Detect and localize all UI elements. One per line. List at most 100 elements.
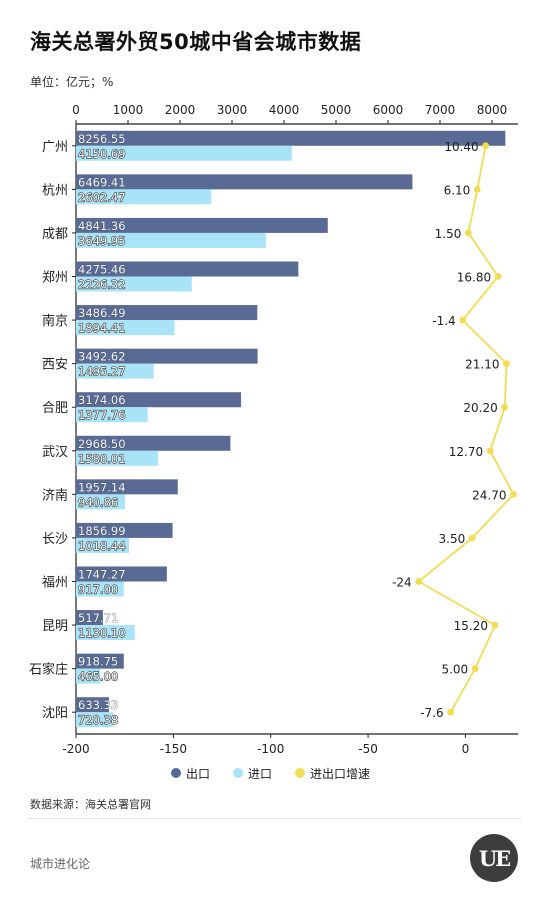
export-bar: [76, 566, 167, 582]
growth-point: [510, 490, 517, 498]
growth-point: [464, 229, 472, 237]
chart-title: 海关总署外贸50城中省会城市数据: [30, 30, 362, 54]
top-axis-tick-label: 6000: [373, 103, 404, 117]
export-value-label: 6469.41: [78, 175, 126, 189]
export-bar: [76, 217, 328, 233]
import-bar: [76, 581, 124, 597]
import-bar: [76, 407, 148, 423]
legend-marker: [295, 768, 305, 778]
growth-value-label: 16.80: [457, 271, 491, 285]
import-value-label: 3649.95: [78, 234, 126, 248]
export-bar: [76, 479, 178, 495]
bottom-axis-tick-label: -150: [160, 742, 187, 756]
top-axis-tick-label: 2000: [165, 103, 196, 117]
export-value-label: 2968.50: [78, 437, 126, 451]
export-bar: [76, 130, 506, 146]
import-value-label: 1018.44: [78, 539, 126, 553]
growth-point: [491, 621, 499, 629]
export-bar: [76, 522, 173, 538]
export-value-label: 517.71: [78, 611, 118, 625]
import-value-label: 4150.69: [78, 147, 126, 161]
import-bar: [76, 189, 212, 205]
import-value-label: 1130.10: [78, 626, 126, 640]
trade-chart: 0 1000 2000 3000 4000 5000 6000 7000 8000 -200 -15…: [29, 103, 518, 781]
export-bar: [76, 610, 103, 626]
export-bar: [76, 261, 299, 277]
category-label: 南京: [42, 313, 68, 329]
bottom-axis-tick-label: -100: [257, 742, 284, 756]
growth-point: [486, 447, 494, 455]
import-bar: [76, 625, 135, 641]
unit-label: 单位：亿元；%: [30, 75, 114, 89]
export-bar: [76, 305, 258, 321]
growth-value-label: 10.40: [444, 140, 478, 154]
top-axis-tick-label: 8000: [477, 103, 508, 117]
data-source: 数据来源：海关总署官网: [30, 798, 151, 811]
import-value-label: 940.86: [78, 495, 118, 509]
export-value-label: 3486.49: [78, 306, 126, 320]
export-bar: [76, 435, 231, 451]
growth-line: [417, 145, 515, 713]
brand-logo: UE: [470, 834, 518, 882]
import-value-label: 917.00: [78, 583, 118, 597]
category-label: 郑州: [42, 271, 68, 286]
growth-value-label: 1.50: [435, 227, 462, 241]
export-value-label: 1747.27: [78, 568, 126, 582]
category-label: 济南: [42, 487, 68, 503]
category-label: 石家庄: [29, 662, 68, 678]
export-bar: [76, 348, 258, 364]
top-axis-tick-label: 1000: [113, 103, 144, 117]
export-value-label: 4841.36: [78, 219, 126, 233]
growth-point: [447, 708, 455, 716]
import-bar: [76, 450, 159, 466]
export-value-label: 633.33: [78, 698, 118, 712]
growth-point: [415, 578, 423, 585]
legend-label: 出口: [186, 767, 210, 781]
growth-value-label: 3.50: [439, 532, 466, 546]
export-bar: [76, 174, 413, 190]
import-bar: [76, 276, 192, 292]
import-value-label: 2226.32: [78, 278, 126, 292]
bottom-axis-tick-label: -200: [62, 742, 89, 756]
import-value-label: 720.38: [78, 713, 118, 727]
growth-value-label: 6.10: [444, 183, 471, 197]
category-label: 沈阳: [42, 706, 68, 721]
import-value-label: 1580.01: [78, 452, 126, 466]
import-bar: [76, 363, 154, 379]
growth-value-label: 5.00: [441, 663, 468, 677]
top-axis-tick-label: 7000: [425, 103, 456, 117]
export-value-label: 1957.14: [78, 480, 126, 494]
bottom-axis-tick-label: 0: [462, 742, 470, 756]
legend-label: 进口: [248, 767, 272, 781]
growth-point: [501, 403, 509, 411]
import-bar: [76, 145, 292, 161]
category-label: 福州: [42, 576, 68, 591]
growth-point: [471, 665, 479, 673]
growth-value-label: -1.4: [432, 314, 455, 328]
growth-point: [494, 273, 502, 280]
category-label: 昆明: [42, 619, 68, 634]
import-value-label: 1495.27: [78, 365, 126, 379]
growth-value-label: -7.6: [420, 706, 443, 720]
import-value-label: 1377.76: [78, 408, 126, 422]
top-axis-tick-label: 0: [72, 103, 80, 117]
growth-value-label: 24.70: [472, 488, 506, 502]
export-bar: [76, 653, 124, 669]
legend-marker: [233, 768, 243, 778]
import-bar: [76, 232, 266, 248]
import-bar: [76, 537, 129, 553]
growth-point: [473, 185, 481, 193]
export-value-label: 3174.06: [78, 393, 126, 407]
export-value-label: 918.75: [78, 655, 118, 669]
growth-point: [482, 142, 490, 150]
growth-point: [468, 534, 476, 542]
import-bar: [76, 712, 114, 728]
legend-marker: [171, 768, 181, 778]
growth-value-label: 12.70: [449, 445, 483, 459]
import-value-label: 1894.41: [78, 321, 126, 335]
import-bar: [76, 320, 175, 336]
category-label: 武汉: [42, 445, 68, 460]
import-bar: [76, 494, 125, 510]
bottom-axis-tick-label: -50: [358, 742, 378, 756]
growth-value-label: -24: [392, 576, 412, 590]
